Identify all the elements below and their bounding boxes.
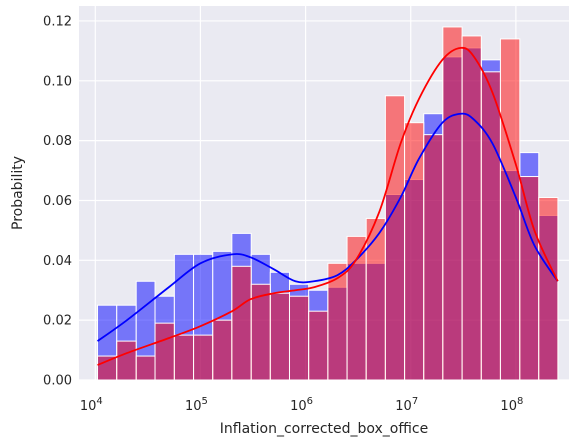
y-tick-label: 0.08 (43, 134, 72, 149)
x-tick-base: 10 (80, 399, 97, 414)
y-axis-label: Probability (10, 156, 26, 230)
series-1-bar (499, 38, 521, 381)
kde-lines (96, 46, 559, 366)
x-tick-labels: 104 105 106 107 108 (80, 396, 524, 414)
x-tick-exponent: 6 (307, 396, 313, 407)
series-1-bar (365, 217, 386, 381)
series-1-bar (480, 71, 501, 381)
y-tick-label: 0.04 (43, 254, 72, 269)
x-tick-base: 10 (290, 399, 307, 414)
x-axis-label: Inflation_corrected_box_office (220, 421, 428, 437)
series-1-bar (212, 319, 233, 381)
x-tick-exponent: 7 (412, 396, 418, 407)
x-tick-label: 104 (80, 396, 103, 414)
series-1-bar (154, 322, 175, 381)
series-1-bar (442, 26, 463, 381)
x-tick-base: 10 (500, 399, 517, 414)
series-1-bar (135, 355, 156, 381)
series-1-bar (173, 334, 195, 381)
y-tick-labels: 0.00 0.02 0.04 0.06 0.08 0.10 0.12 (43, 14, 72, 388)
x-tick-label: 105 (185, 396, 208, 414)
series-1-bar (404, 122, 425, 381)
series-1-bar (423, 134, 444, 381)
y-tick-label: 0.10 (43, 74, 72, 89)
x-tick-exponent: 5 (202, 396, 208, 407)
series-1-bar (519, 176, 540, 381)
x-tick-base: 10 (185, 399, 202, 414)
series-1-bar (538, 196, 559, 381)
series-1-bar (288, 295, 310, 381)
series-1-bar (193, 334, 214, 381)
x-tick-label: 108 (500, 396, 523, 414)
series-1-bar (269, 292, 290, 381)
y-tick-label: 0.02 (43, 314, 72, 329)
y-tick-label: 0.12 (43, 14, 72, 29)
x-tick-label: 107 (395, 396, 418, 414)
y-tick-label: 0.00 (43, 374, 72, 389)
series-1-bar (97, 355, 118, 381)
x-tick-exponent: 4 (96, 396, 102, 407)
x-tick-exponent: 8 (517, 396, 523, 407)
series-1-bar (461, 35, 482, 381)
y-tick-label: 0.06 (43, 194, 72, 209)
series-1-bar (116, 340, 137, 381)
x-tick-base: 10 (395, 399, 412, 414)
series-1-kde-line (97, 46, 559, 366)
series-1-bar (308, 310, 329, 381)
x-tick-label: 106 (290, 396, 313, 414)
series-1-bar (231, 265, 252, 381)
